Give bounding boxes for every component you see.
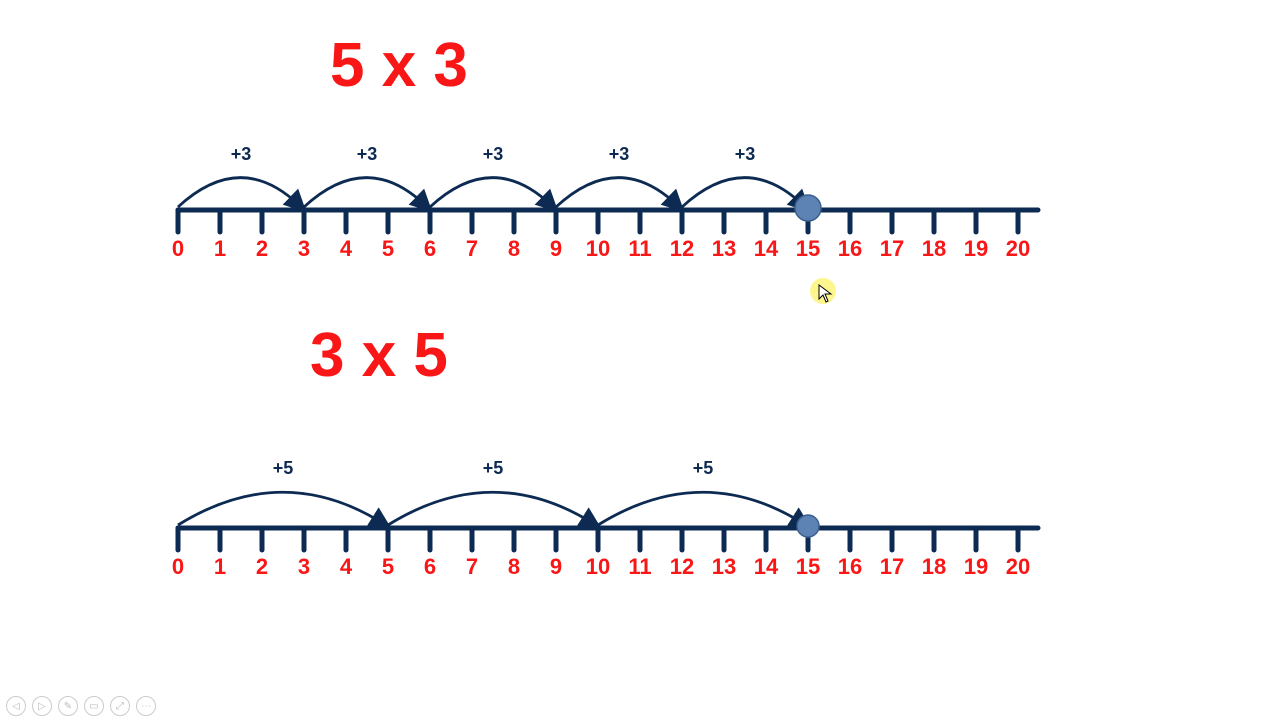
- pen-icon[interactable]: ✎: [58, 696, 78, 716]
- jump-label: +3: [483, 144, 504, 164]
- jump-label: +3: [735, 144, 756, 164]
- tick-label: 16: [838, 236, 862, 260]
- number-line-2: +5+5+501234567891011121314151617181920: [0, 420, 1280, 580]
- tick-label: 7: [466, 554, 478, 579]
- more-icon[interactable]: ⋯: [136, 696, 156, 716]
- tick-label: 11: [628, 236, 651, 260]
- tick-label: 3: [298, 554, 310, 579]
- cursor-pointer-icon: [818, 284, 834, 304]
- tick-label: 7: [466, 236, 478, 260]
- tick-label: 4: [340, 236, 353, 260]
- tick-label: 14: [754, 554, 779, 579]
- tick-label: 9: [550, 236, 562, 260]
- tick-label: 6: [424, 236, 436, 260]
- tick-label: 16: [838, 554, 862, 579]
- tick-label: 14: [754, 236, 779, 260]
- jump-label: +5: [483, 458, 504, 478]
- tick-label: 13: [712, 554, 736, 579]
- tick-label: 2: [256, 554, 268, 579]
- tick-label: 12: [670, 236, 694, 260]
- jump-arc: [178, 178, 300, 207]
- result-dot: [797, 515, 819, 537]
- tick-label: 10: [586, 236, 610, 260]
- tick-label: 0: [172, 554, 184, 579]
- tick-label: 20: [1006, 554, 1030, 579]
- tick-label: 19: [964, 236, 988, 260]
- diagram-stage: 5 x 3 +3+3+3+3+3012345678910111213141516…: [0, 0, 1280, 720]
- tick-label: 17: [880, 236, 904, 260]
- tick-label: 15: [796, 236, 820, 260]
- presentation-toolbar: ◁ ▷ ✎ ▭ ⤢ ⋯: [6, 696, 156, 716]
- tick-label: 11: [628, 554, 651, 579]
- jump-arc: [388, 492, 594, 525]
- result-dot: [795, 195, 821, 221]
- jump-arc: [598, 492, 804, 525]
- tick-label: 17: [880, 554, 904, 579]
- tick-label: 1: [214, 236, 226, 260]
- tick-label: 20: [1006, 236, 1030, 260]
- tick-label: 8: [508, 236, 520, 260]
- tick-label: 2: [256, 236, 268, 260]
- next-slide-icon[interactable]: ▷: [32, 696, 52, 716]
- jump-arc: [430, 178, 552, 207]
- tick-label: 9: [550, 554, 562, 579]
- tick-label: 13: [712, 236, 736, 260]
- menu-icon[interactable]: ▭: [84, 696, 104, 716]
- jump-arc: [304, 178, 426, 207]
- tick-label: 3: [298, 236, 310, 260]
- tick-label: 15: [796, 554, 820, 579]
- tick-label: 4: [340, 554, 353, 579]
- expression-title-2: 3 x 5: [310, 320, 448, 391]
- jump-label: +5: [273, 458, 294, 478]
- prev-slide-icon[interactable]: ◁: [6, 696, 26, 716]
- tick-label: 8: [508, 554, 520, 579]
- jump-label: +5: [693, 458, 714, 478]
- tick-label: 0: [172, 236, 184, 260]
- zoom-icon[interactable]: ⤢: [110, 696, 130, 716]
- tick-label: 12: [670, 554, 694, 579]
- tick-label: 18: [922, 554, 946, 579]
- jump-label: +3: [231, 144, 252, 164]
- expression-title-1: 5 x 3: [330, 30, 468, 101]
- jump-arc: [556, 178, 678, 207]
- jump-label: +3: [357, 144, 378, 164]
- tick-label: 19: [964, 554, 988, 579]
- tick-label: 18: [922, 236, 946, 260]
- tick-label: 5: [382, 554, 394, 579]
- jump-label: +3: [609, 144, 630, 164]
- tick-label: 10: [586, 554, 610, 579]
- number-line-1: +3+3+3+3+3012345678910111213141516171819…: [0, 110, 1280, 260]
- tick-label: 5: [382, 236, 394, 260]
- jump-arc: [178, 492, 384, 525]
- jump-arc: [682, 178, 804, 207]
- tick-label: 1: [214, 554, 226, 579]
- tick-label: 6: [424, 554, 436, 579]
